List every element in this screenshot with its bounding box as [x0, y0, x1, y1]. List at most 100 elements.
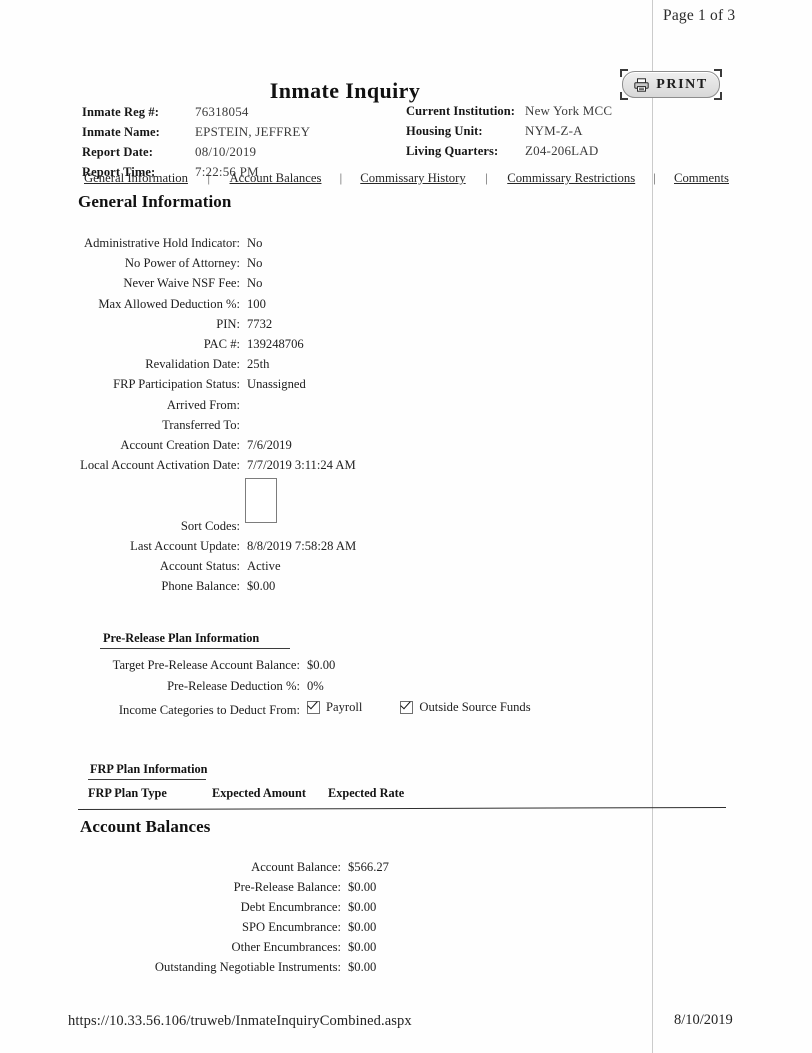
footer-url: https://10.33.56.106/truweb/InmateInquir…: [68, 1013, 412, 1029]
field-label: SPO Encumbrance:: [242, 920, 341, 934]
field-label: Arrived From:: [166, 397, 240, 412]
field-label: Housing Unit:: [406, 124, 483, 138]
print-button[interactable]: PRINT: [620, 69, 722, 100]
field-no-power-of-attorney: No Power of Attorney: No: [0, 256, 356, 276]
section-heading-general-information: General Information: [78, 192, 232, 211]
field-value: No: [247, 276, 263, 291]
checkbox-label: Payroll: [326, 700, 363, 714]
tab-commissary-history[interactable]: Commissary History: [360, 171, 466, 185]
field-account-creation-date: Account Creation Date: 7/6/2019: [0, 438, 356, 458]
tab-separator: |: [653, 171, 656, 185]
field-value: No: [247, 256, 263, 271]
field-value: 25th: [247, 357, 270, 372]
tab-navigation[interactable]: General Information | Account Balances |…: [84, 171, 729, 186]
tab-commissary-restrictions[interactable]: Commissary Restrictions: [507, 171, 636, 185]
pre-release-heading-rule: [100, 648, 290, 649]
field-label: Sort Codes:: [180, 518, 240, 533]
field-spo-encumbrance: SPO Encumbrance: $0.00: [0, 920, 389, 940]
field-label: Pre-Release Balance:: [233, 880, 341, 894]
checkmark-icon: [400, 701, 414, 714]
field-administrative-hold-indicator: Administrative Hold Indicator: No: [0, 236, 356, 256]
tab-separator: |: [207, 171, 210, 185]
frp-plan-table-header: FRP Plan Type Expected Amount Expected R…: [88, 786, 448, 801]
checkbox-payroll[interactable]: Payroll: [307, 700, 362, 715]
checkbox-label: Outside Source Funds: [419, 700, 531, 714]
field-label: Account Balance:: [251, 860, 341, 874]
field-frp-participation-status: FRP Participation Status: Unassigned: [0, 377, 356, 397]
field-value: 7:22:56 PM: [195, 164, 259, 179]
field-value: 76318054: [195, 104, 249, 119]
field-account-status: Account Status: Active: [0, 559, 356, 579]
header-field-inmate-reg: Inmate Reg #: 76318054: [82, 104, 310, 124]
field-value: $0.00: [348, 940, 377, 954]
page-indicator: Page 1 of 3: [663, 7, 736, 24]
field-label: PAC #:: [203, 336, 240, 351]
field-arrived-from: Arrived From:: [0, 398, 356, 418]
field-label: Target Pre-Release Account Balance:: [112, 658, 300, 672]
column-header-frp-plan-type: FRP Plan Type: [88, 786, 167, 800]
field-label: Living Quarters:: [406, 144, 499, 158]
selection-corner-top-right: [714, 69, 722, 77]
field-other-encumbrances: Other Encumbrances: $0.00: [0, 940, 389, 960]
header-field-report-time: Report Time: 7:22:56 PM: [82, 164, 310, 184]
header-left-fields: Inmate Reg #: 76318054 Inmate Name: EPST…: [82, 104, 310, 184]
field-label: Report Time:: [82, 165, 156, 179]
field-label: Outstanding Negotiable Instruments:: [154, 960, 341, 974]
field-pre-release-deduction-pct: Pre-Release Deduction %: 0%: [0, 679, 569, 700]
field-revalidation-date: Revalidation Date: 25th: [0, 357, 356, 377]
field-income-categories-to-deduct-from: Income Categories to Deduct From: Payrol…: [0, 700, 569, 721]
field-value: 7/6/2019: [247, 437, 292, 452]
field-value: $0.00: [348, 920, 377, 934]
header-field-housing-unit: Housing Unit: NYM-Z-A: [406, 123, 612, 143]
field-label: Other Encumbrances:: [231, 940, 341, 954]
field-label: Income Categories to Deduct From:: [118, 703, 300, 717]
field-sort-codes: Sort Codes:: [0, 519, 356, 539]
header-field-living-quarters: Living Quarters: Z04-206LAD: [406, 143, 612, 163]
section-divider-rule: [77, 806, 727, 811]
field-label: Transferred To:: [162, 417, 240, 432]
field-spacer: [0, 498, 356, 518]
field-value: $0.00: [348, 880, 377, 894]
field-value: 7732: [247, 316, 273, 331]
field-last-account-update: Last Account Update: 8/8/2019 7:58:28 AM: [0, 539, 356, 559]
field-label: Account Creation Date:: [120, 437, 240, 452]
field-value: $0.00: [348, 960, 377, 974]
field-label: PIN:: [216, 316, 240, 331]
field-value: 0%: [307, 679, 324, 693]
pre-release-field-list: Target Pre-Release Account Balance: $0.0…: [0, 658, 569, 721]
field-value: EPSTEIN, JEFFREY: [195, 124, 311, 139]
header-field-current-institution: Current Institution: New York MCC: [406, 103, 612, 123]
field-label: Inmate Reg #:: [82, 105, 159, 119]
checkbox-outside-source-funds[interactable]: Outside Source Funds: [400, 700, 531, 715]
field-value: Unassigned: [247, 377, 306, 392]
column-header-expected-amount: Expected Amount: [212, 786, 306, 800]
header-field-inmate-name: Inmate Name: EPSTEIN, JEFFREY: [82, 124, 310, 144]
tab-comments[interactable]: Comments: [674, 171, 729, 185]
field-label: FRP Participation Status:: [113, 377, 240, 392]
field-label: Local Account Activation Date:: [80, 458, 240, 473]
field-never-waive-nsf-fee: Never Waive NSF Fee: No: [0, 276, 356, 296]
subsection-heading-frp-plan: FRP Plan Information: [90, 762, 208, 776]
footer-date: 8/10/2019: [674, 1012, 733, 1028]
scan-fold-line: [652, 0, 653, 1053]
tab-general-information[interactable]: General Information: [84, 171, 188, 185]
field-value: 7/7/2019 3:11:24 AM: [247, 458, 356, 473]
field-value: 8/8/2019 7:58:28 AM: [247, 538, 357, 553]
field-outstanding-negotiable-instruments: Outstanding Negotiable Instruments: $0.0…: [0, 960, 389, 980]
field-pre-release-balance: Pre-Release Balance: $0.00: [0, 880, 389, 900]
tab-account-balances[interactable]: Account Balances: [229, 171, 322, 185]
tab-separator: |: [485, 171, 488, 185]
field-value: No: [247, 236, 263, 250]
sort-codes-input[interactable]: [245, 478, 277, 523]
field-label: Never Waive NSF Fee:: [123, 276, 240, 291]
header-right-fields: Current Institution: New York MCC Housin…: [406, 103, 612, 163]
income-category-checkbox-group: Payroll Outside Source Funds: [307, 700, 569, 715]
field-label: Revalidation Date:: [145, 357, 240, 372]
field-pin: PIN: 7732: [0, 317, 356, 337]
field-label: Max Allowed Deduction %:: [98, 296, 240, 311]
account-balances-field-list: Account Balance: $566.27 Pre-Release Bal…: [0, 860, 389, 980]
field-label: Inmate Name:: [82, 125, 160, 139]
column-header-expected-rate: Expected Rate: [328, 786, 405, 800]
field-account-balance: Account Balance: $566.27: [0, 860, 389, 880]
field-phone-balance: Phone Balance: $0.00: [0, 579, 356, 599]
